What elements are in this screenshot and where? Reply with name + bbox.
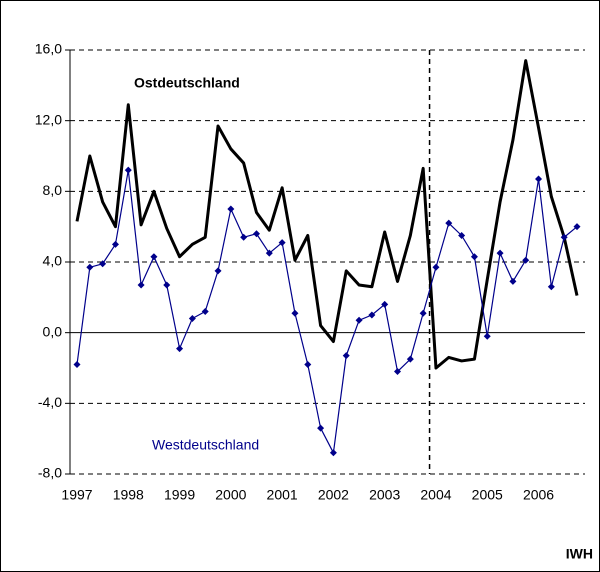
data-point — [137, 281, 145, 289]
data-point — [432, 263, 440, 271]
data-point — [201, 307, 209, 315]
x-tick-label: 2005 — [472, 487, 503, 503]
data-point — [304, 360, 312, 368]
series-line — [76, 169, 578, 454]
series-line — [75, 59, 579, 370]
data-point — [355, 316, 363, 324]
y-tick-label: 12,0 — [35, 111, 62, 127]
data-point — [483, 332, 491, 340]
data-point — [496, 249, 504, 257]
x-tick-label: 2003 — [369, 487, 400, 503]
data-point — [535, 175, 543, 183]
y-tick-label: -8,0 — [38, 465, 62, 481]
data-point — [458, 232, 466, 239]
data-point — [522, 256, 530, 264]
data-point — [278, 239, 286, 247]
data-point — [406, 355, 414, 363]
data-point — [86, 263, 94, 271]
x-tick-label: 1998 — [113, 487, 144, 503]
x-tick-label: 1997 — [61, 487, 92, 503]
data-point — [99, 260, 107, 268]
data-point — [240, 233, 248, 241]
y-tick-label: 0,0 — [43, 323, 63, 339]
data-point — [163, 281, 171, 289]
data-point — [419, 309, 427, 317]
data-point — [445, 219, 453, 227]
data-point — [150, 253, 158, 261]
x-tick-label: 2001 — [267, 487, 298, 503]
data-point — [470, 253, 478, 261]
data-point — [573, 223, 581, 231]
x-tick-label: 2002 — [318, 487, 349, 503]
data-point — [73, 360, 81, 368]
x-tick-label: 2000 — [215, 487, 246, 503]
data-point — [381, 300, 389, 308]
data-point — [214, 267, 222, 275]
x-tick-label: 1999 — [164, 487, 195, 503]
data-point — [124, 166, 132, 174]
data-point — [291, 309, 299, 317]
data-point — [227, 205, 235, 213]
data-point — [394, 368, 402, 376]
data-point — [547, 283, 555, 291]
data-point — [265, 249, 273, 257]
data-point — [111, 240, 119, 248]
data-point — [342, 352, 350, 360]
east-label: Ostdeutschland — [134, 75, 240, 91]
data-point — [509, 277, 517, 285]
data-point — [329, 449, 337, 457]
data-point — [252, 230, 260, 238]
y-tick-label: 4,0 — [43, 253, 63, 269]
data-point — [176, 345, 184, 353]
x-tick-label: 2006 — [523, 487, 554, 503]
west-label: Westdeutschland — [152, 437, 259, 453]
y-tick-label: -4,0 — [38, 394, 62, 410]
data-point — [368, 311, 376, 319]
data-point — [560, 233, 568, 241]
data-point — [317, 424, 325, 432]
x-tick-label: 2004 — [420, 487, 451, 503]
data-point — [188, 315, 196, 323]
y-tick-label: 16,0 — [35, 41, 62, 57]
y-tick-label: 8,0 — [43, 182, 63, 198]
source: IWH — [566, 546, 593, 562]
